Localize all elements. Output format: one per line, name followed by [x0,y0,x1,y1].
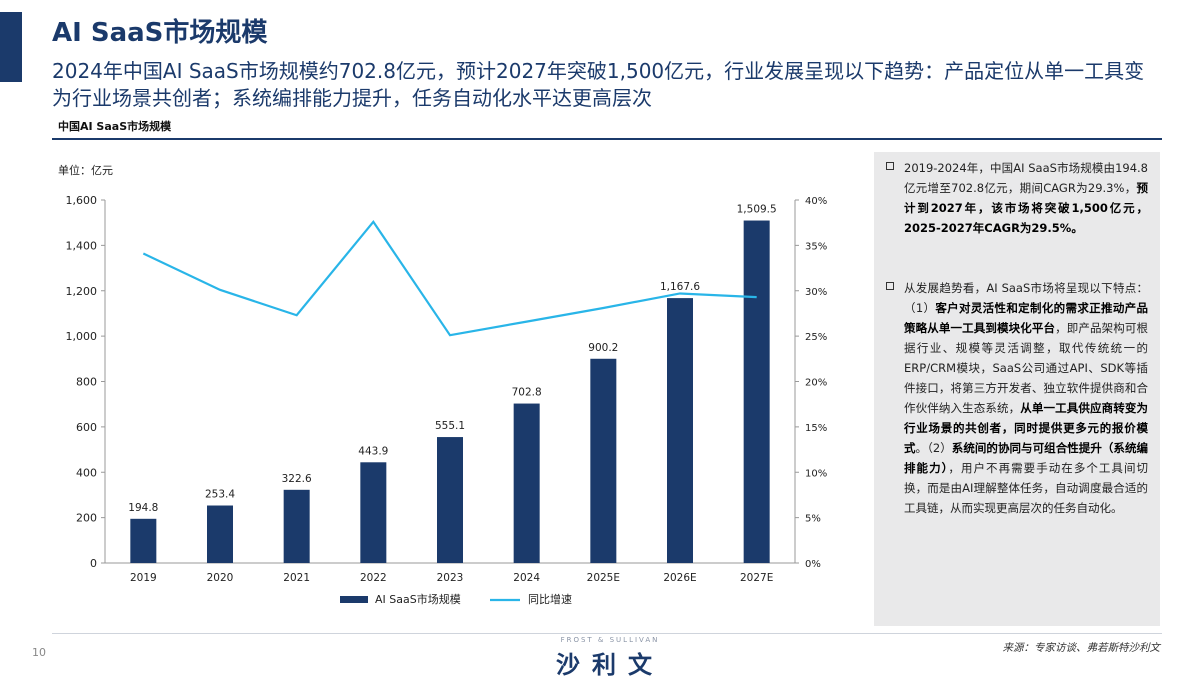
bar-value-label: 194.8 [128,502,158,514]
bar-value-label: 702.8 [512,387,542,399]
page-title: AI SaaS市场规模 [52,12,267,49]
left-tick-label: 1,200 [66,285,98,298]
right-tick-label: 10% [805,468,827,479]
side-notes-panel: 2019-2024年，中国AI SaaS市场规模由194.8亿元增至702.8亿… [874,152,1160,626]
x-tick-label: 2023 [437,572,464,584]
left-tick-label: 0 [90,557,97,570]
right-tick-label: 25% [805,332,827,343]
right-tick-label: 40% [805,196,827,207]
left-tick-label: 1,400 [66,239,98,252]
x-tick-label: 2019 [130,572,157,584]
header-divider [52,138,1162,140]
note-text: 2019-2024年，中国AI SaaS市场规模由194.8亿元增至702.8亿… [904,161,1148,195]
left-tick-label: 200 [76,512,97,525]
x-tick-label: 2026E [663,572,696,584]
bar-value-label: 900.2 [588,342,618,354]
x-tick-label: 2027E [740,572,773,584]
checkbox-bullet-icon [886,282,894,290]
legend-label-bar: AI SaaS市场规模 [375,592,461,606]
x-tick-label: 2021 [283,572,310,584]
side-note: 从发展趋势看，AI SaaS市场将呈现以下特点：（1）客户对灵活性和定制化的需求… [874,278,1160,518]
legend-swatch-bar [340,596,368,603]
accent-bar [0,12,22,82]
bar-value-label: 322.6 [282,473,312,485]
x-tick-label: 2024 [513,572,540,584]
x-tick-label: 2022 [360,572,387,584]
bar-2019 [130,519,156,563]
bar-2020 [207,506,233,563]
bar-2026E [667,298,693,563]
page-number: 10 [32,646,46,659]
bar-2023 [437,437,463,563]
bar-value-label: 1,509.5 [737,204,777,216]
source-note: 来源：专家访谈、弗若斯特沙利文 [1003,640,1161,655]
bar-value-label: 555.1 [435,420,465,432]
bar-2021 [284,490,310,563]
left-tick-label: 600 [76,421,97,434]
right-tick-label: 5% [805,514,821,525]
right-tick-label: 15% [805,423,827,434]
note-text: 。（2） [916,441,952,455]
left-tick-label: 800 [76,376,97,389]
x-tick-label: 2025E [587,572,620,584]
bar-value-label: 253.4 [205,489,235,501]
left-tick-label: 1,600 [66,194,98,207]
side-note: 2019-2024年，中国AI SaaS市场规模由194.8亿元增至702.8亿… [874,158,1160,238]
chart-section-label: 中国AI SaaS市场规模 [58,118,171,134]
growth-rate-line [143,222,756,335]
bar-value-label: 443.9 [358,445,388,457]
right-tick-label: 0% [805,559,821,570]
footer-divider [52,633,1162,634]
bar-2024 [514,404,540,563]
right-tick-label: 30% [805,287,827,298]
left-tick-label: 1,000 [66,330,98,343]
checkbox-bullet-icon [886,162,894,170]
unit-label: 单位：亿元 [58,163,113,177]
right-tick-label: 20% [805,378,827,389]
x-tick-label: 2020 [207,572,234,584]
bar-2025E [590,359,616,563]
bar-2022 [360,462,386,563]
bar-value-label: 1,167.6 [660,281,700,293]
page-subtitle: 2024年中国AI SaaS市场规模约702.8亿元，预计2027年突破1,50… [52,58,1162,112]
left-tick-label: 400 [76,466,97,479]
bar-2027E [744,221,770,563]
legend-label-line: 同比增速 [528,592,572,606]
right-tick-label: 35% [805,241,827,252]
market-size-chart: 单位：亿元 0 200 400 600 800 1,000 1,200 1,400 1,600 0%… [50,150,860,625]
brand-english: FROST & SULLIVAN [520,636,700,644]
